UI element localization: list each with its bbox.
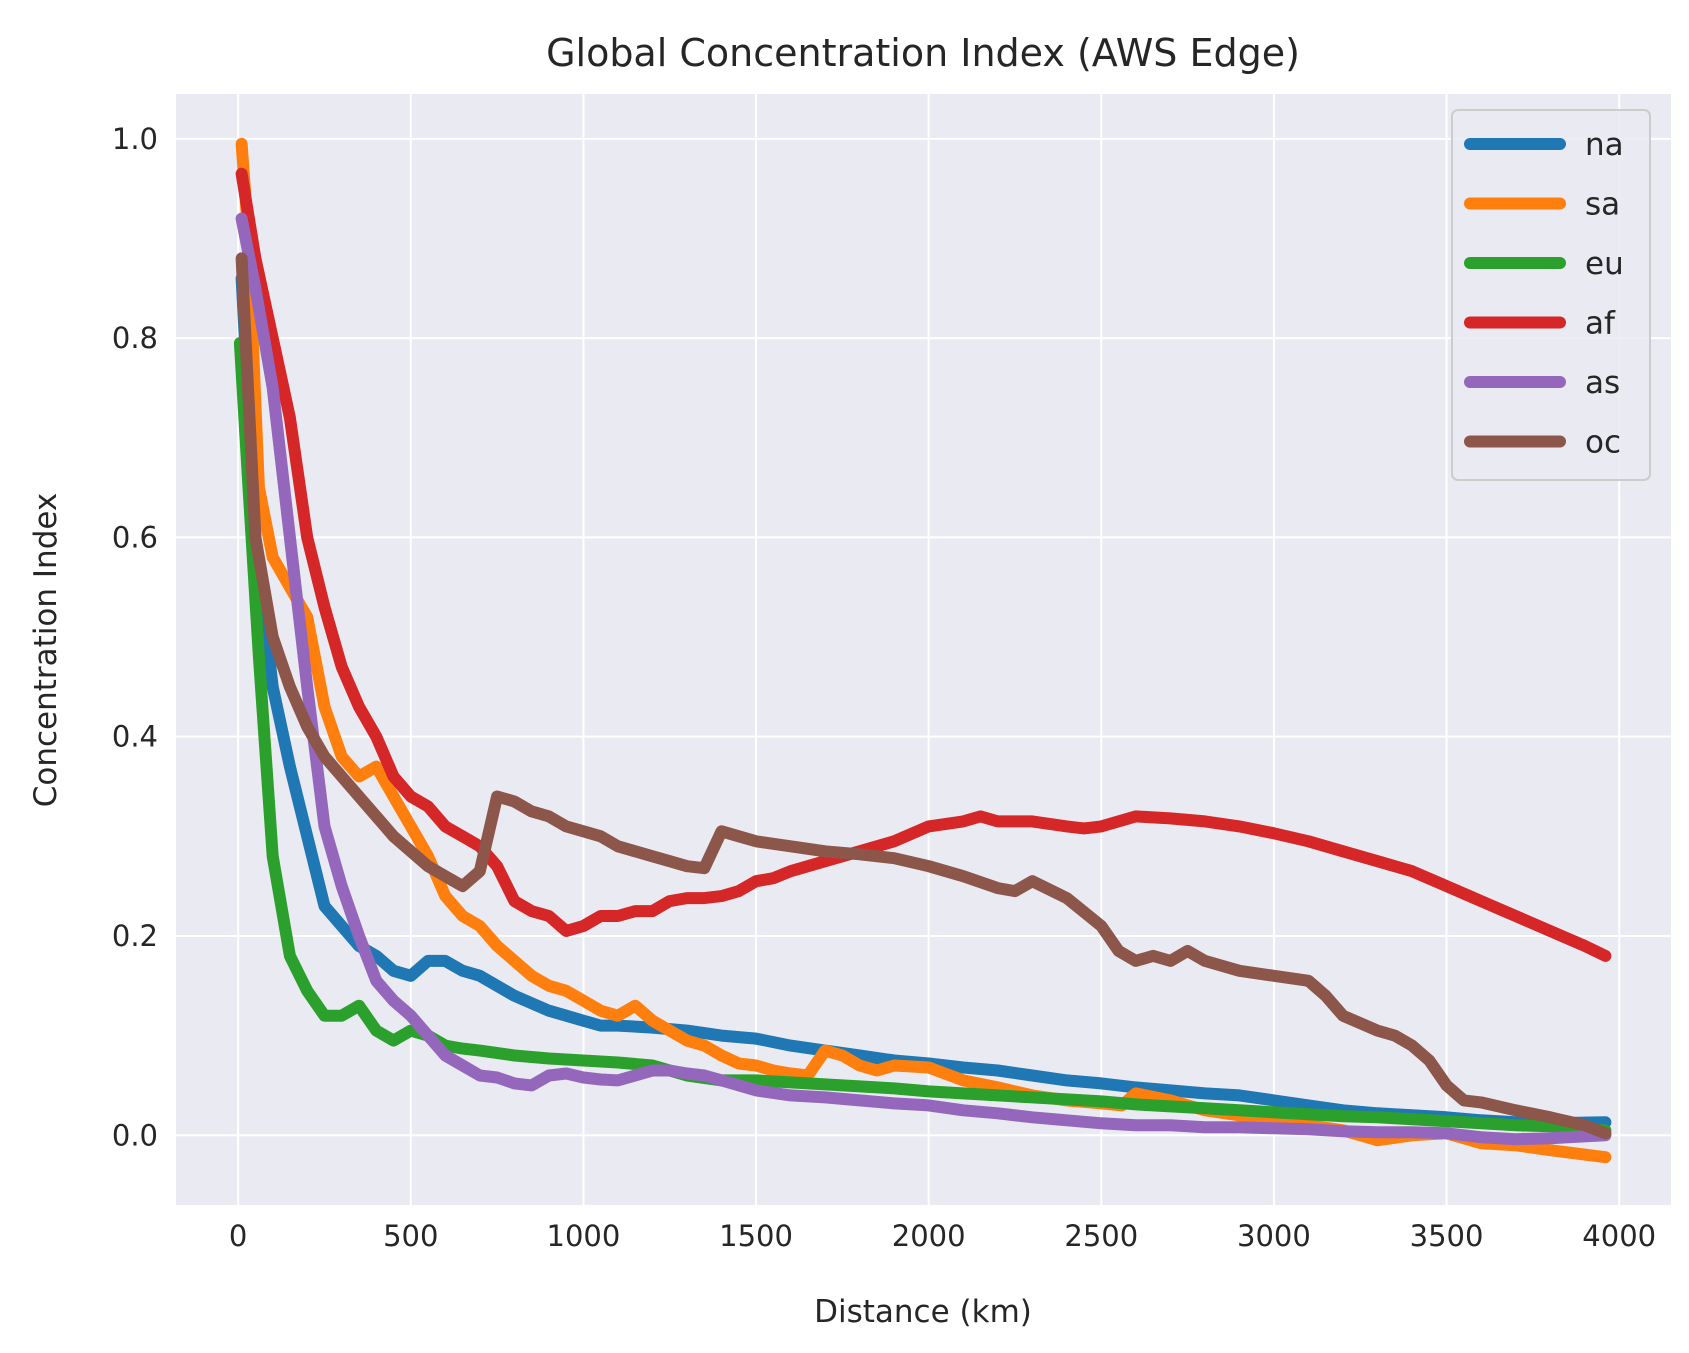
x-axis-ticks: 0 500 1000 1500 2000 2500 3000 3500 4000 — [229, 1219, 1656, 1253]
y-tick-label: 1.0 — [112, 122, 158, 156]
legend: na sa eu af as oc — [1451, 109, 1651, 481]
legend-label-eu: eu — [1585, 246, 1624, 282]
legend-label-as: as — [1585, 365, 1620, 401]
x-axis-label: Distance (km) — [814, 1294, 1032, 1330]
series-line-eu — [233, 337, 1612, 1137]
x-tick-label: 3000 — [1237, 1219, 1311, 1253]
y-axis-label: Concentration Index — [28, 493, 64, 808]
series-line-as — [235, 212, 1612, 1146]
y-tick-label: 0.4 — [112, 720, 158, 754]
legend-label-oc: oc — [1585, 425, 1621, 461]
legend-label-sa: sa — [1585, 187, 1620, 223]
x-tick-label: 2500 — [1064, 1219, 1138, 1253]
y-tick-label: 0.2 — [112, 919, 158, 953]
series-layer — [233, 137, 1612, 1164]
series-line-na — [235, 272, 1612, 1130]
x-tick-label: 0 — [229, 1219, 247, 1253]
chart-title: Global Concentration Index (AWS Edge) — [546, 31, 1300, 75]
plot-area — [176, 94, 1671, 1205]
x-tick-label: 1000 — [547, 1219, 621, 1253]
y-axis-ticks: 0.0 0.2 0.4 0.6 0.8 1.0 — [112, 122, 158, 1152]
legend-label-af: af — [1585, 306, 1616, 342]
y-tick-label: 0.0 — [112, 1118, 158, 1152]
x-tick-label: 1500 — [719, 1219, 793, 1253]
series-line-af — [235, 167, 1612, 962]
x-tick-label: 500 — [383, 1219, 438, 1253]
x-tick-label: 3500 — [1410, 1219, 1484, 1253]
series-line-oc — [235, 252, 1612, 1140]
x-tick-label: 4000 — [1582, 1219, 1656, 1253]
y-tick-label: 0.6 — [112, 520, 158, 554]
x-tick-label: 2000 — [892, 1219, 966, 1253]
y-tick-label: 0.8 — [112, 321, 158, 355]
legend-label-na: na — [1585, 127, 1624, 163]
